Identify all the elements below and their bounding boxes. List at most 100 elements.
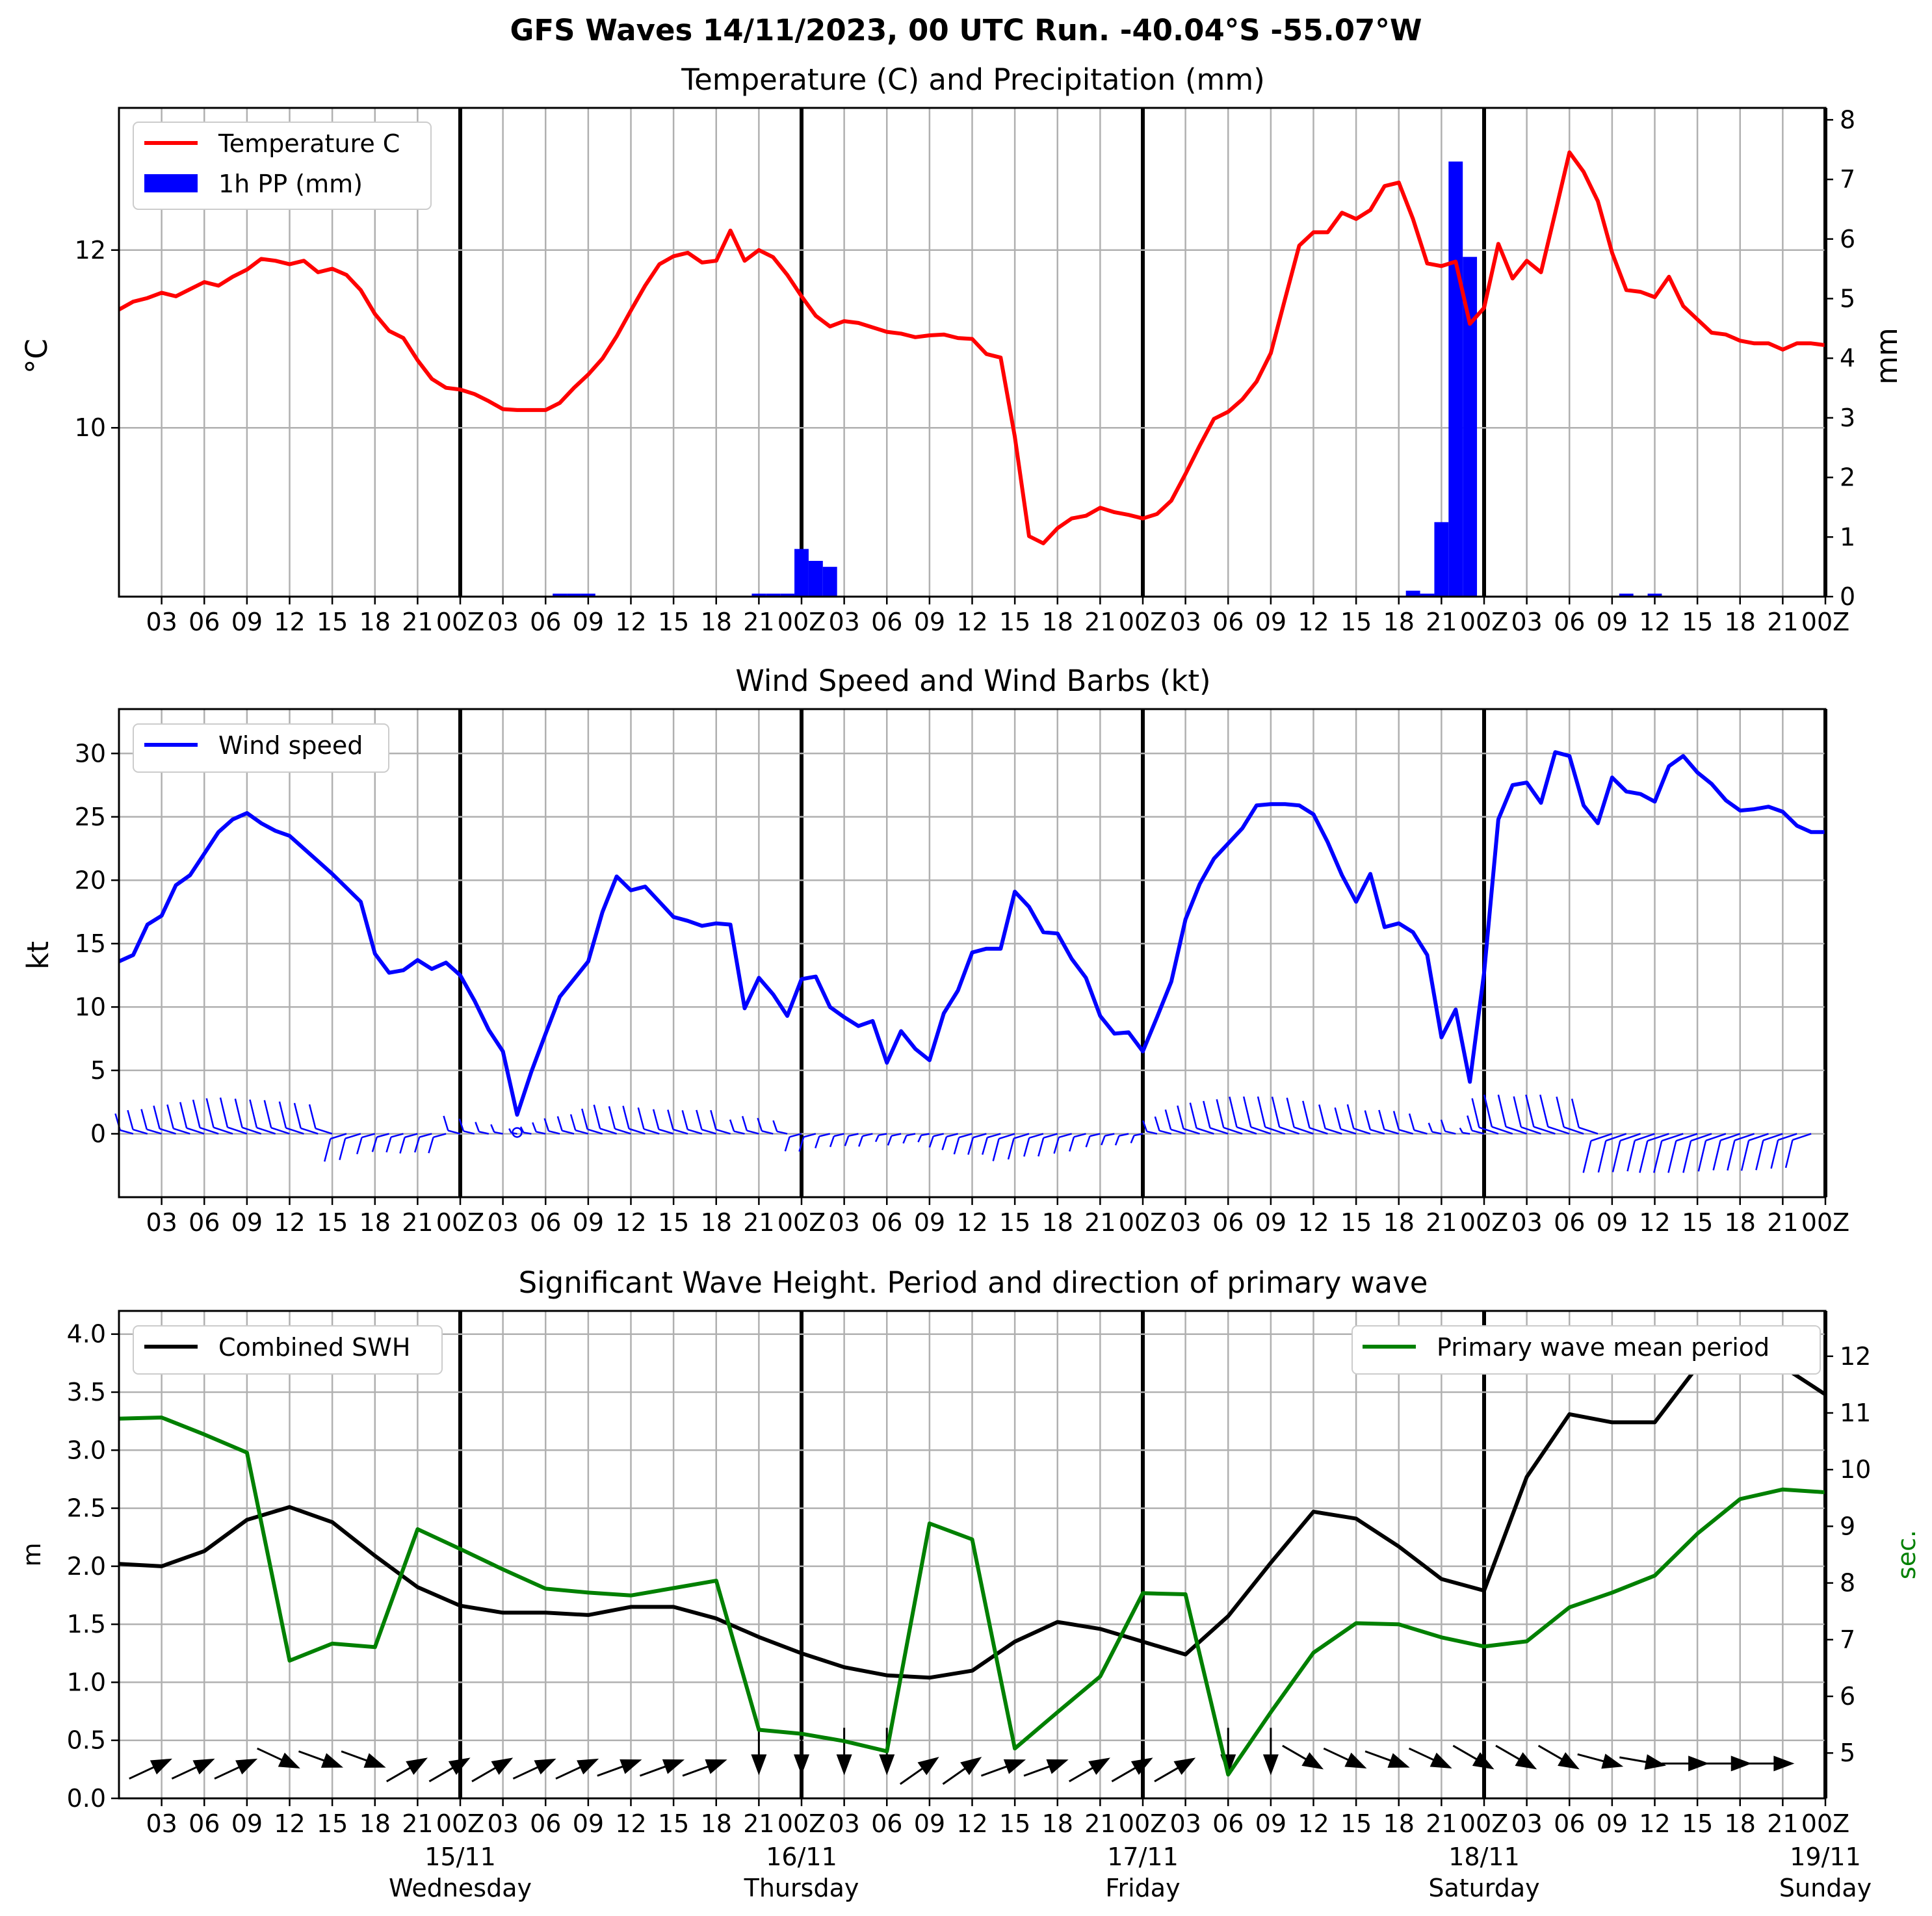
wind-barb xyxy=(447,1130,461,1135)
x-tick-label: 21 xyxy=(1767,1809,1798,1838)
arrow-shaft xyxy=(1111,1765,1139,1783)
precip-bar xyxy=(1619,593,1634,597)
wind-barb xyxy=(1013,1133,1030,1139)
x-tick-label: 18 xyxy=(1383,608,1415,636)
x-tick-label: 18 xyxy=(359,1809,391,1838)
wind-barb xyxy=(330,1133,347,1140)
x-tick-label: 15 xyxy=(1682,1208,1713,1237)
arrow-head xyxy=(192,1758,215,1775)
date-label: 17/11 xyxy=(1107,1843,1179,1871)
x-tick-label: 09 xyxy=(1255,608,1286,636)
wind-barb-flag xyxy=(1539,1094,1549,1127)
wind-barb xyxy=(361,1133,376,1139)
wind-barb-flag xyxy=(1483,1094,1493,1127)
x-tick-label: 00Z xyxy=(1801,1809,1849,1838)
legend-precip-label: 1h PP (mm) xyxy=(218,170,363,198)
wind-barb xyxy=(1533,1126,1556,1135)
wind-barb-flag xyxy=(1556,1096,1565,1128)
y-right-tick-label: 6 xyxy=(1840,225,1855,253)
arrow-head xyxy=(491,1757,514,1775)
x-tick-label: 15 xyxy=(317,608,348,636)
wind-barb-flag xyxy=(1216,1099,1225,1128)
x-tick-label: 00Z xyxy=(1119,1809,1167,1838)
temp-precip-panel: Temperature (C) and Precipitation (mm) 0… xyxy=(20,62,1904,636)
wind-barb-flag xyxy=(1428,1122,1433,1132)
wind-barb-flag xyxy=(815,1136,820,1148)
x-tick-label: 18 xyxy=(1383,1809,1415,1838)
wind-barb-flag xyxy=(399,1137,406,1154)
arrow-shaft xyxy=(1364,1750,1394,1763)
x-tick-label: 06 xyxy=(1554,1208,1585,1237)
arrow-head xyxy=(879,1754,895,1776)
wave-direction-arrow xyxy=(471,1757,514,1783)
x-tick-label: 12 xyxy=(615,1208,646,1237)
wind-barb xyxy=(1762,1133,1783,1141)
wind-barb xyxy=(1104,1133,1115,1137)
wave-direction-arrow xyxy=(214,1758,258,1780)
x-tick-label: 06 xyxy=(1212,608,1244,636)
wind-barb xyxy=(1279,1126,1300,1135)
x-tick-label: 00Z xyxy=(1801,1208,1849,1237)
wind-barb xyxy=(789,1133,802,1138)
wind-barb xyxy=(1196,1127,1214,1135)
x-tick-label: 15 xyxy=(1340,1208,1372,1237)
wind-barb xyxy=(433,1133,447,1139)
wind-barb-flag xyxy=(179,1102,188,1129)
arrow-shaft xyxy=(942,1765,969,1785)
period-legend: Primary wave mean period xyxy=(1351,1325,1821,1375)
wind-barb-flag xyxy=(1571,1098,1580,1128)
arrow-shaft xyxy=(1495,1744,1523,1762)
wind-barb xyxy=(463,1130,475,1135)
wind-barb xyxy=(1250,1126,1272,1135)
arrow-head xyxy=(1773,1755,1795,1772)
x-tick-label: 12 xyxy=(1639,1208,1670,1237)
wind-barb-flag xyxy=(887,1135,893,1146)
precip-bar xyxy=(1434,522,1449,597)
date-label: 15/11 xyxy=(424,1843,496,1871)
wind-barb-flag xyxy=(1582,1140,1592,1173)
arrow-shaft xyxy=(1577,1753,1608,1763)
y-right-tick-label: 8 xyxy=(1840,105,1855,134)
wind-barb xyxy=(746,1130,759,1135)
arrow-head xyxy=(917,1757,939,1776)
wind-barb xyxy=(186,1127,205,1135)
x-tick-label: 03 xyxy=(487,608,518,636)
day-label: Sunday xyxy=(1779,1874,1872,1902)
arrow-head xyxy=(534,1758,556,1775)
wind-barb-flag xyxy=(569,1114,577,1131)
y-tick-label: 10 xyxy=(75,413,106,442)
arrow-shaft xyxy=(1452,1744,1480,1762)
x-tick-label: 18 xyxy=(1383,1208,1415,1237)
arrow-head xyxy=(1130,1757,1153,1775)
temp-precip-legend: Temperature C 1h PP (mm) xyxy=(133,122,432,210)
x-tick-label: 15 xyxy=(999,608,1030,636)
wind-barb xyxy=(1675,1133,1698,1142)
wind-barb xyxy=(1028,1133,1044,1139)
temperature-line xyxy=(118,150,1826,545)
x-tick-label: 09 xyxy=(231,608,263,636)
arrow-head xyxy=(1472,1752,1495,1770)
wind-barb-flag xyxy=(1229,1096,1238,1128)
wind-barb-flag xyxy=(205,1098,215,1128)
wave-direction-arrow xyxy=(980,1759,1026,1777)
y-tick-label: 0 xyxy=(90,1119,106,1148)
x-tick-label: 00Z xyxy=(1460,1208,1508,1237)
x-tick-label: 12 xyxy=(1298,1809,1329,1838)
precip-bar xyxy=(808,560,823,597)
wind-barb xyxy=(891,1133,902,1137)
wave-direction-arrow xyxy=(942,1757,982,1785)
x-tick-label: 03 xyxy=(1169,1809,1201,1838)
wind-barb-flag xyxy=(1114,1135,1120,1146)
wind-barb xyxy=(629,1128,646,1135)
wind-barb-flag xyxy=(992,1138,1000,1161)
wind-barb-flag xyxy=(1408,1113,1415,1131)
wind-barb xyxy=(1431,1131,1442,1135)
wind-barb-flag xyxy=(519,1126,525,1133)
wind-barb xyxy=(906,1133,916,1137)
y-tick-label: 3.5 xyxy=(67,1378,106,1406)
wind-barb-flag xyxy=(1286,1097,1295,1128)
wave-direction-arrow xyxy=(385,1757,428,1783)
y-tick-label: 0.0 xyxy=(67,1784,106,1813)
wind-barb xyxy=(159,1128,176,1135)
y-right-tick-label: 5 xyxy=(1840,284,1855,313)
